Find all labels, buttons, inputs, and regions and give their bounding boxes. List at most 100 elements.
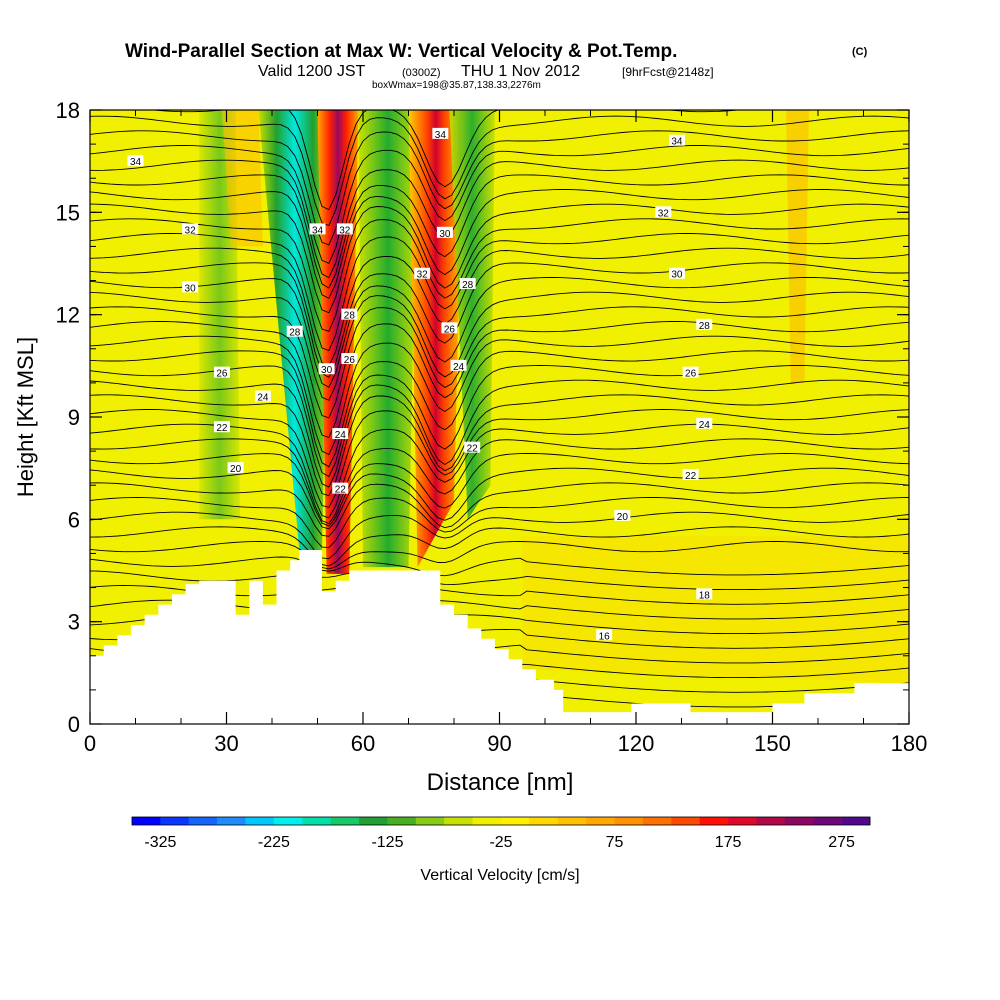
y-tick-label: 3: [68, 610, 80, 635]
contour-label: 26: [441, 322, 458, 335]
colorbar-swatch: [501, 817, 530, 825]
contour-label: 26: [341, 353, 358, 366]
colorbar-label: Vertical Velocity [cm/s]: [420, 867, 579, 884]
contour-label-text: 26: [216, 369, 228, 380]
colorbar-frame: [131, 816, 871, 826]
contour-label-text: 28: [289, 328, 301, 339]
colorbar-swatch: [813, 817, 842, 825]
x-axis: 0 30 60 90 120 150 180: [84, 110, 927, 756]
subtitle-valid: Valid 1200 JST: [258, 63, 366, 80]
w-band-downdraft-mid: [358, 110, 418, 568]
colorbar-swatch: [671, 817, 700, 825]
subtitle-date: THU 1 Nov 2012: [461, 63, 580, 80]
colorbar-swatch: [784, 817, 814, 825]
colorbar-swatch: [245, 817, 275, 825]
isentrope-line: [90, 203, 909, 314]
y-tick-label: 12: [56, 303, 80, 328]
contour-label-text: 30: [439, 229, 451, 240]
contour-label: 22: [332, 482, 349, 496]
contour-label-text: 34: [671, 137, 683, 148]
contour-label: 34: [127, 155, 144, 168]
colorbar-swatch: [132, 817, 161, 825]
isentrope-line: [90, 247, 909, 367]
isentrope-line: [90, 526, 909, 567]
x-tick-label: 150: [754, 731, 791, 756]
contour-label-text: 26: [685, 369, 697, 380]
colorbar-tick-label: 75: [606, 834, 624, 851]
colorbar: -325 -225 -125 -25 75 175 275: [131, 816, 871, 851]
contour-label: 32: [655, 206, 672, 219]
contour-label: 28: [696, 318, 713, 332]
colorbar-swatch: [586, 817, 615, 825]
contour-label: 22: [213, 421, 230, 434]
contour-label-text: 18: [699, 590, 711, 601]
chart-title-mark: (C): [852, 46, 868, 58]
isentrope-line: [90, 159, 909, 279]
y-tick-label: 9: [68, 405, 80, 430]
contour-label-text: 26: [344, 355, 356, 366]
contour-label-text: 20: [617, 512, 629, 523]
isentrope-line: [90, 174, 909, 289]
subtitle-zulu: (0300Z): [402, 67, 441, 79]
contour-label-text: 16: [599, 631, 611, 642]
chart-title: Wind-Parallel Section at Max W: Vertical…: [125, 41, 677, 62]
contour-labels: 34 32 30 26 24 22 20 34 32 28 30 28 26 24 22 34 30 32 28 26…: [127, 127, 713, 642]
y-tick-label: 18: [56, 98, 80, 123]
subtitle-box-wmax: boxWmax=198@35.87,138.33,2276m: [372, 80, 541, 91]
terrain-mask: [90, 550, 909, 724]
contour-label: 34: [668, 134, 685, 148]
contour-label: 22: [464, 441, 481, 455]
isentrope-line: [90, 379, 909, 488]
colorbar-tick-label: -225: [258, 834, 290, 851]
contour-label-text: 22: [685, 471, 697, 482]
y-axis: 0 3 6 9 12 15 18: [56, 98, 909, 737]
isentrope-line: [90, 556, 909, 577]
contour-label-text: 22: [467, 444, 479, 455]
y-tick-label: 0: [68, 712, 80, 737]
contour-label: 30: [182, 281, 199, 294]
contour-label: 26: [682, 366, 699, 380]
isentrope-line: [90, 482, 909, 537]
colorbar-swatch: [841, 817, 871, 825]
contour-label-text: 34: [130, 157, 142, 168]
x-tick-label: 0: [84, 731, 96, 756]
contour-label-text: 32: [658, 208, 670, 219]
contour-label: 28: [341, 308, 358, 322]
colorbar-swatch: [330, 817, 360, 825]
colorbar-swatch: [472, 817, 502, 825]
colorbar-swatch: [217, 817, 246, 825]
y-axis-label: Height [Kft MSL]: [13, 337, 38, 497]
subtitle-fcst: [9hrFcst@2148z]: [622, 65, 714, 79]
isentrope-line: [90, 511, 909, 560]
contour-label: 32: [414, 267, 431, 281]
isentrope-line: [90, 409, 909, 508]
isentrope-line: [90, 262, 909, 379]
isentrope-line: [90, 277, 909, 388]
contour-label: 18: [696, 588, 713, 601]
isentrope-line: [90, 335, 909, 456]
x-tick-label: 120: [618, 731, 655, 756]
colorbar-swatch: [387, 817, 417, 825]
contour-label-text: 32: [185, 225, 197, 236]
y-tick-label: 6: [68, 507, 80, 532]
isentrope-line: [90, 541, 909, 570]
contour-label-text: 30: [185, 283, 197, 294]
w-band-updraft-mid: [408, 110, 464, 568]
contour-label: 32: [336, 223, 353, 236]
contour-label-text: 28: [699, 321, 711, 332]
isentrope-line: [90, 438, 909, 525]
contour-label: 16: [596, 629, 613, 642]
contour-label: 24: [332, 428, 349, 441]
colorbar-tick-label: 175: [715, 834, 742, 851]
contour-label-text: 24: [335, 430, 347, 441]
contour-label-text: 34: [435, 130, 447, 141]
x-tick-label: 90: [487, 731, 511, 756]
y-tick-label: 15: [56, 200, 80, 225]
w-band-orange-low: [522, 536, 909, 684]
contour-label-text: 28: [344, 311, 356, 322]
isentrope-line: [90, 189, 909, 299]
colorbar-tick-label: -25: [489, 834, 512, 851]
colorbar-swatch: [359, 817, 388, 825]
contour-label-text: 28: [462, 280, 474, 291]
contour-label: 34: [432, 127, 449, 141]
